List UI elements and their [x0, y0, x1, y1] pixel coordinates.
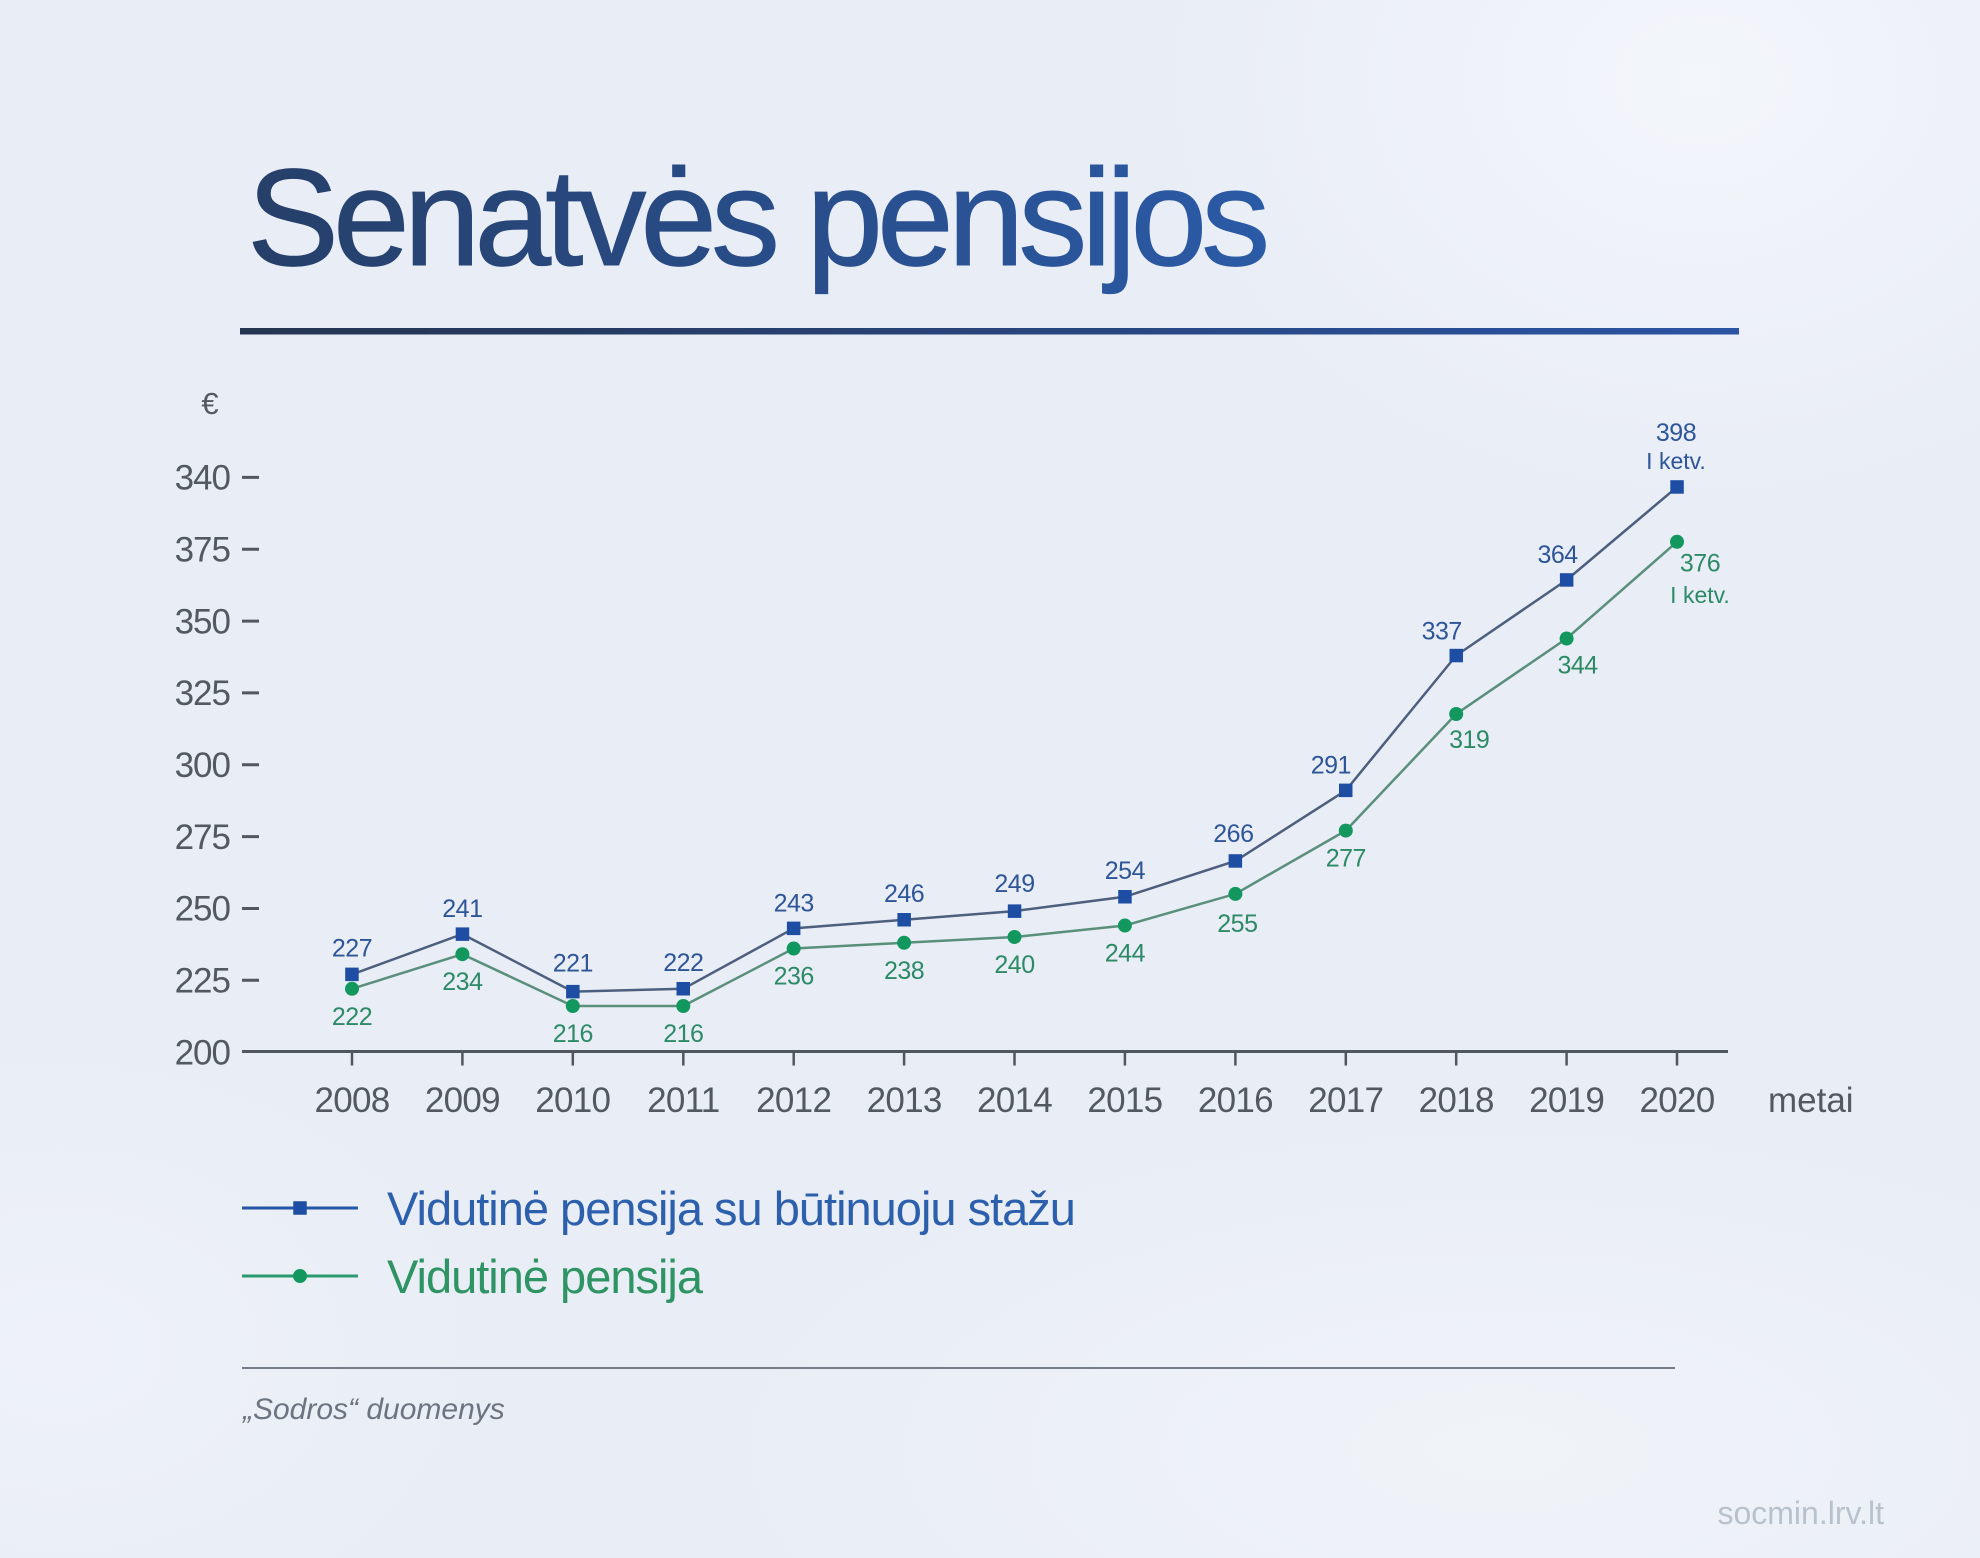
svg-text:2009: 2009: [425, 1081, 500, 1120]
svg-text:244: 244: [1105, 940, 1146, 968]
svg-text:300: 300: [175, 746, 231, 785]
svg-text:350: 350: [175, 602, 231, 641]
svg-text:200: 200: [175, 1033, 231, 1072]
svg-text:2008: 2008: [314, 1081, 389, 1120]
svg-text:241: 241: [442, 895, 482, 923]
svg-text:€: €: [201, 386, 218, 421]
svg-text:Vidutinė pensija su būtinuoju: Vidutinė pensija su būtinuoju stažu: [387, 1182, 1075, 1235]
svg-text:2015: 2015: [1087, 1081, 1162, 1120]
svg-text:249: 249: [994, 870, 1034, 898]
svg-text:376: 376: [1680, 550, 1720, 578]
svg-text:291: 291: [1311, 751, 1351, 779]
svg-text:222: 222: [663, 949, 703, 977]
svg-text:2018: 2018: [1419, 1081, 1494, 1120]
svg-text:2011: 2011: [647, 1081, 719, 1120]
svg-text:255: 255: [1217, 910, 1257, 938]
svg-text:254: 254: [1105, 857, 1146, 885]
svg-text:„Sodros“ duomenys: „Sodros“ duomenys: [241, 1393, 505, 1426]
svg-text:Vidutinė pensija: Vidutinė pensija: [387, 1250, 704, 1303]
svg-text:227: 227: [332, 934, 372, 962]
svg-text:metai: metai: [1768, 1081, 1854, 1120]
svg-text:275: 275: [175, 818, 230, 857]
svg-text:2010: 2010: [535, 1081, 610, 1120]
svg-text:364: 364: [1537, 541, 1578, 569]
svg-text:236: 236: [774, 963, 814, 991]
svg-text:216: 216: [553, 1020, 593, 1048]
svg-text:340: 340: [175, 459, 231, 498]
svg-text:socmin.lrv.lt: socmin.lrv.lt: [1717, 1495, 1884, 1531]
svg-text:Senatvės pensijos: Senatvės pensijos: [247, 141, 1266, 295]
svg-text:325: 325: [175, 674, 230, 713]
svg-text:221: 221: [553, 950, 593, 978]
svg-text:225: 225: [175, 962, 230, 1001]
svg-text:2017: 2017: [1308, 1081, 1383, 1120]
svg-text:337: 337: [1422, 618, 1462, 646]
svg-text:2016: 2016: [1198, 1081, 1273, 1120]
svg-text:216: 216: [663, 1020, 703, 1048]
svg-text:238: 238: [884, 957, 924, 985]
svg-text:319: 319: [1449, 726, 1489, 754]
svg-text:375: 375: [175, 531, 230, 570]
svg-text:266: 266: [1213, 820, 1253, 848]
svg-text:246: 246: [884, 880, 924, 908]
svg-text:2014: 2014: [977, 1081, 1052, 1120]
svg-text:222: 222: [332, 1003, 372, 1031]
svg-text:250: 250: [175, 890, 231, 929]
svg-text:2019: 2019: [1529, 1081, 1604, 1120]
svg-text:2012: 2012: [756, 1081, 831, 1120]
svg-text:2013: 2013: [867, 1081, 942, 1120]
svg-text:234: 234: [442, 968, 483, 996]
svg-text:240: 240: [994, 951, 1034, 979]
svg-text:243: 243: [774, 889, 814, 917]
svg-text:398: 398: [1656, 419, 1696, 447]
svg-text:2020: 2020: [1639, 1081, 1714, 1120]
svg-text:I ketv.: I ketv.: [1670, 582, 1730, 608]
svg-text:277: 277: [1326, 845, 1366, 873]
svg-text:344: 344: [1557, 652, 1598, 680]
svg-text:I ketv.: I ketv.: [1646, 448, 1706, 474]
